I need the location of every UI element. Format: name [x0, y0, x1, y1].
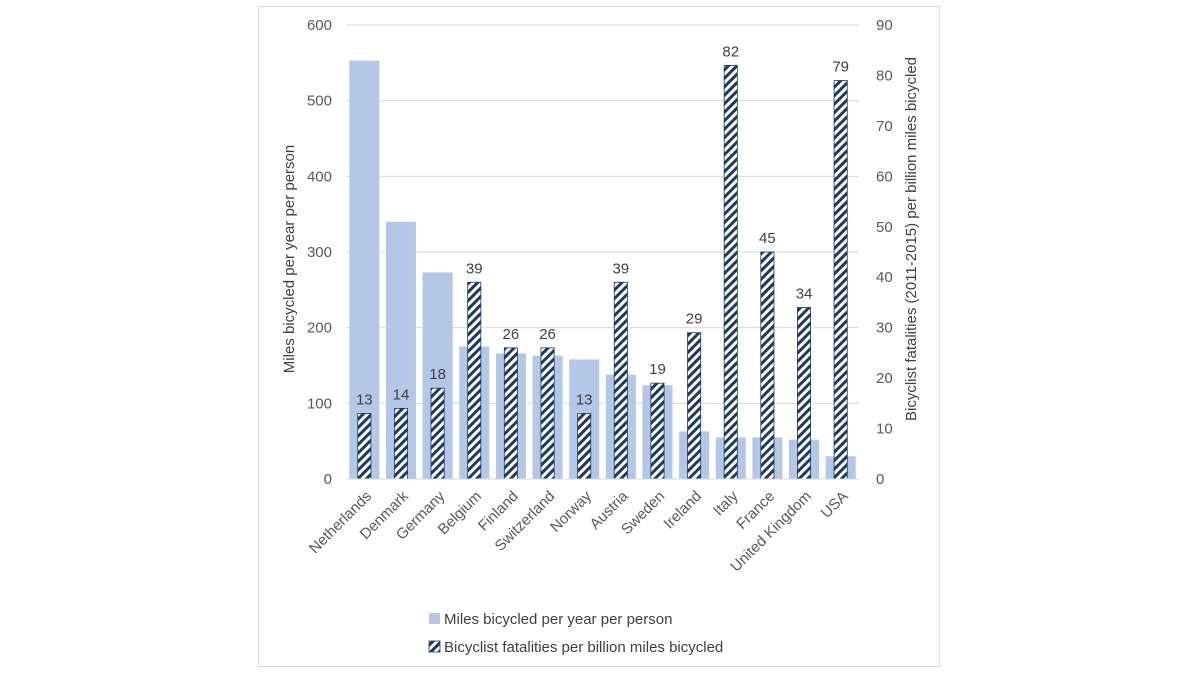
left-tick-label: 500: [307, 93, 332, 110]
category-tick-label: USA: [818, 488, 852, 522]
fatalities-data-label: 79: [832, 58, 849, 75]
fatalities-data-label: 14: [393, 386, 410, 403]
bar-fatalities: [613, 281, 628, 480]
left-tick-label: 400: [307, 168, 332, 185]
fatalities-data-label: 39: [466, 260, 483, 277]
bar-fatalities: [723, 64, 738, 480]
right-tick-label: 80: [876, 67, 893, 84]
fatalities-data-label: 13: [576, 391, 593, 408]
fatalities-data-label: 18: [429, 366, 446, 383]
fatalities-data-label: 45: [759, 230, 776, 247]
right-tick-label: 30: [876, 320, 893, 337]
bar-fatalities: [540, 347, 555, 480]
bar-fatalities: [650, 382, 665, 480]
legend-label-miles: Miles bicycled per year per person: [444, 611, 672, 628]
legend-swatch-fatalities: [428, 640, 441, 653]
bar-fatalities: [687, 332, 702, 480]
bar-fatalities: [833, 80, 848, 480]
right-tick-label: 10: [876, 421, 893, 438]
bar-fatalities: [760, 251, 775, 480]
left-axis-title: Miles bicycled per year per person: [281, 145, 298, 373]
fatalities-data-label: 29: [686, 311, 703, 328]
fatalities-data-label: 26: [503, 326, 520, 343]
bar-fatalities: [577, 413, 592, 480]
right-tick-label: 70: [876, 118, 893, 135]
chart-frame: 13 14 18 39 26 26 13 39 19 29 82 45 34 79 0 100 200 300 4…: [258, 6, 940, 667]
left-tick-label: 300: [307, 244, 332, 261]
category-tick-label: Norway: [547, 487, 595, 535]
right-tick-label: 50: [876, 219, 893, 236]
bar-fatalities: [393, 407, 408, 480]
bar-fatalities: [430, 387, 445, 480]
right-tick-label: 60: [876, 168, 893, 185]
fatalities-data-label: 82: [722, 43, 739, 60]
category-tick-label: Italy: [710, 487, 742, 519]
fatalities-data-label: 26: [539, 326, 556, 343]
right-tick-label: 40: [876, 269, 893, 286]
legend-swatch-miles: [429, 613, 440, 624]
left-tick-label: 100: [307, 395, 332, 412]
right-tick-label: 90: [876, 17, 893, 34]
data-labels: 13 14 18 39 26 26 13 39 19 29 82 45 34 79: [356, 43, 849, 408]
fatalities-data-label: 39: [612, 260, 629, 277]
right-tick-label: 0: [876, 471, 884, 488]
left-tick-label: 0: [324, 471, 332, 488]
legend-label-fatalities: Bicyclist fatalities per billion miles b…: [444, 639, 723, 656]
left-tick-label: 600: [307, 17, 332, 34]
right-axis-title: Bicyclist fatalities (2011-2015) per bil…: [903, 57, 920, 421]
bar-fatalities: [467, 281, 482, 480]
bar-miles: [349, 60, 380, 480]
right-tick-label: 20: [876, 370, 893, 387]
fatalities-data-label: 19: [649, 361, 666, 378]
bars: [349, 60, 856, 480]
bar-fatalities: [797, 307, 812, 480]
fatalities-data-label: 34: [796, 285, 813, 302]
category-tick-label: Ireland: [660, 488, 704, 532]
left-tick-label: 200: [307, 320, 332, 337]
bar-fatalities: [503, 347, 518, 480]
fatalities-data-label: 13: [356, 391, 373, 408]
bar-fatalities: [357, 413, 372, 480]
legend: Miles bicycled per year per person Bicyc…: [428, 611, 723, 656]
